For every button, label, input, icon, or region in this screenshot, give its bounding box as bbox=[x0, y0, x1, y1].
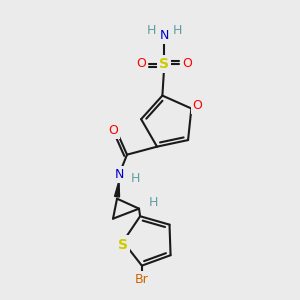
Text: H: H bbox=[173, 24, 182, 37]
Text: O: O bbox=[108, 124, 118, 137]
Text: Br: Br bbox=[135, 273, 149, 286]
Text: H: H bbox=[147, 24, 156, 37]
Text: H: H bbox=[148, 196, 158, 209]
Text: O: O bbox=[182, 57, 192, 70]
Polygon shape bbox=[115, 181, 119, 197]
Text: H: H bbox=[130, 172, 140, 185]
Text: N: N bbox=[160, 29, 169, 42]
Text: S: S bbox=[118, 238, 128, 252]
Text: O: O bbox=[136, 57, 146, 70]
Text: N: N bbox=[114, 168, 124, 181]
Text: O: O bbox=[192, 99, 202, 112]
Text: S: S bbox=[159, 57, 170, 70]
